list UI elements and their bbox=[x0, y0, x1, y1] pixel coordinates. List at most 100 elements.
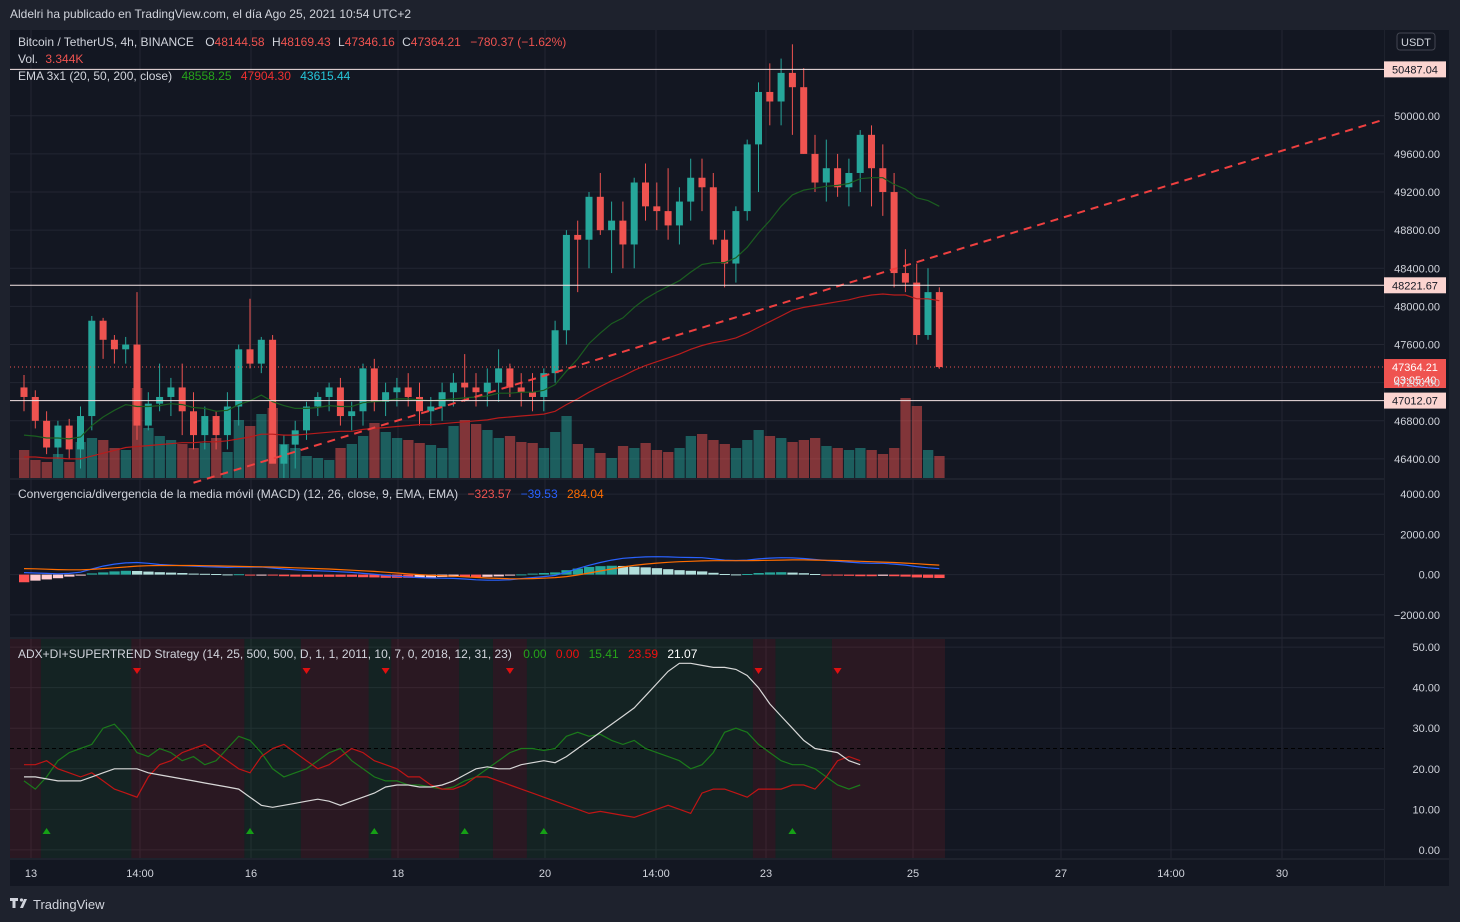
macd-histogram-bar bbox=[923, 574, 934, 578]
candle-down bbox=[721, 239, 729, 264]
volume-bar bbox=[685, 436, 696, 478]
last-price-countdown: 03:05:40 bbox=[1394, 375, 1437, 387]
x-axis-labels: 13 14:00 16 18 20 14:00 23 25 27 14:00 30 bbox=[25, 868, 1288, 880]
tradingview-logo[interactable]: TradingView bbox=[10, 897, 105, 912]
adx-line bbox=[24, 662, 861, 808]
price-tick-label: 47200.00 bbox=[1394, 378, 1440, 390]
volume-bar bbox=[64, 462, 75, 478]
candle-down bbox=[336, 387, 344, 417]
macd-histogram-bar bbox=[211, 573, 222, 575]
volume-bar bbox=[595, 453, 606, 478]
price-tick-label: 48000.00 bbox=[1394, 301, 1440, 313]
candle-up bbox=[122, 344, 130, 350]
macd-histogram-bar bbox=[471, 574, 482, 578]
adx-value-4: 23.59 bbox=[628, 647, 658, 661]
volume-bar bbox=[640, 443, 651, 478]
macd-histogram-bar bbox=[889, 574, 900, 577]
candle-down bbox=[190, 411, 197, 436]
macd-histogram-bar bbox=[776, 572, 787, 575]
volume-bar bbox=[843, 450, 855, 478]
ema200-value: 43615.44 bbox=[300, 69, 350, 83]
macd-pane[interactable] bbox=[10, 480, 1384, 637]
volume-bar bbox=[798, 440, 809, 478]
price-tick-label: 49600.00 bbox=[1394, 149, 1440, 161]
candle-down bbox=[901, 273, 909, 283]
volume-bar bbox=[52, 454, 64, 478]
buy-signal-marker bbox=[42, 828, 51, 834]
candle-up bbox=[743, 144, 751, 212]
candle-up bbox=[393, 387, 401, 393]
volume-bar bbox=[165, 440, 177, 478]
candle-up bbox=[54, 425, 62, 448]
candle-up bbox=[303, 406, 310, 431]
time-axis[interactable] bbox=[10, 860, 1384, 886]
candle-down bbox=[800, 87, 808, 154]
adx-legend: ADX+DI+SUPERTREND Strategy (14, 25, 500,… bbox=[18, 647, 698, 661]
low-value: 47346.16 bbox=[345, 35, 395, 49]
volume-bar bbox=[459, 420, 470, 478]
macd-histogram-bar bbox=[572, 568, 583, 575]
macd-histogram-bar bbox=[245, 574, 256, 576]
volume-bar bbox=[358, 436, 369, 478]
candle-down bbox=[404, 387, 412, 397]
macd-histogram-bar bbox=[787, 572, 798, 575]
volume-bar bbox=[30, 460, 41, 478]
macd-histogram-bar bbox=[810, 573, 821, 575]
volume-bar bbox=[629, 448, 640, 478]
volume-bar bbox=[550, 432, 561, 478]
candle-down bbox=[868, 134, 875, 169]
adx-tick-label: 30.00 bbox=[1412, 723, 1440, 735]
macd-histogram-bar bbox=[640, 567, 651, 575]
y-axis-labels: 46400.00 46800.00 47200.00 47600.00 48000.00… bbox=[1394, 111, 1440, 857]
ema50-value: 47904.30 bbox=[241, 69, 291, 83]
volume-bar bbox=[324, 460, 335, 478]
candle-down bbox=[653, 206, 661, 212]
candle-down bbox=[529, 392, 536, 397]
open-label: O bbox=[205, 35, 214, 49]
time-tick-label: 13 bbox=[25, 868, 37, 880]
volume-bar bbox=[177, 444, 188, 478]
candle-up bbox=[359, 368, 367, 412]
macd-histogram-bar bbox=[663, 569, 674, 575]
price-tick-label: 50000.00 bbox=[1394, 111, 1440, 123]
tradingview-logo-icon bbox=[10, 898, 18, 908]
candle-up bbox=[755, 91, 762, 145]
candle-down bbox=[110, 339, 118, 350]
macd-histogram-bar bbox=[19, 574, 30, 583]
volume-bar bbox=[188, 448, 199, 478]
volume-bar bbox=[651, 450, 663, 478]
volume-bar bbox=[877, 454, 889, 478]
volume-bar bbox=[527, 443, 538, 478]
sell-signal-marker bbox=[505, 668, 514, 674]
macd-histogram-bar bbox=[719, 573, 730, 575]
macd-histogram-bar bbox=[109, 571, 120, 575]
candle-up bbox=[280, 444, 288, 464]
ema-lines bbox=[23, 177, 940, 460]
price-axis[interactable] bbox=[1385, 30, 1449, 858]
currency-button[interactable] bbox=[1396, 32, 1436, 51]
candle-up bbox=[201, 416, 209, 436]
open-value: 48144.58 bbox=[215, 35, 265, 49]
candle-up bbox=[257, 339, 265, 364]
time-tick-label: 23 bbox=[760, 868, 772, 880]
macd-histogram-bar bbox=[98, 572, 109, 575]
sell-signal-marker bbox=[381, 668, 390, 674]
macd-histogram-bar bbox=[516, 574, 527, 576]
buy-signal-marker bbox=[788, 828, 797, 834]
volume-bar bbox=[606, 458, 617, 478]
candle-down bbox=[472, 387, 480, 393]
macd-histogram-bar bbox=[177, 572, 188, 575]
macd-histogram-bar bbox=[742, 573, 753, 575]
currency-button-label[interactable]: USDT bbox=[1401, 37, 1431, 49]
grid bbox=[10, 30, 1384, 858]
price-tick-label: 46400.00 bbox=[1394, 454, 1440, 466]
ema-legend: EMA 3x1 (20, 50, 200, close) 48558.25 47… bbox=[18, 69, 351, 83]
candle-up bbox=[608, 220, 616, 231]
candle-up bbox=[732, 211, 740, 264]
time-tick-label: 25 bbox=[907, 868, 919, 880]
price-legend: Bitcoin / TetherUS, 4h, BINANCE O48144.5… bbox=[18, 35, 566, 49]
candle-up bbox=[483, 382, 491, 393]
volume-bar bbox=[380, 432, 391, 478]
